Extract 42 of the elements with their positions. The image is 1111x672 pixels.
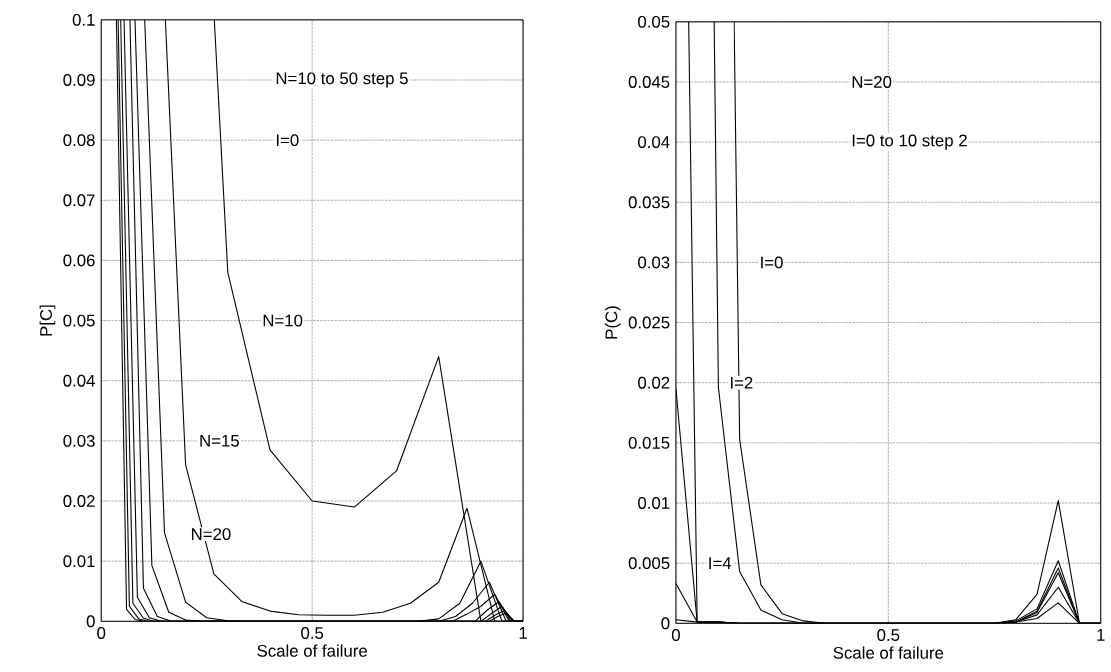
y-axis-title: P(C) bbox=[604, 306, 621, 339]
annotation: I=0 to 10 step 2 bbox=[852, 134, 967, 150]
y-axis-title: P[C] bbox=[39, 305, 56, 336]
y-tick-label: 0.045 bbox=[628, 76, 670, 88]
annotation: I=0 bbox=[276, 134, 299, 147]
annotation: I=4 bbox=[709, 557, 732, 569]
x-tick-label: 0 bbox=[97, 627, 106, 640]
annotation: N=15 bbox=[200, 435, 239, 447]
y-tick-label: 0.06 bbox=[63, 254, 95, 267]
y-tick-label: 0.1 bbox=[72, 13, 95, 26]
x-tick-label: 0 bbox=[671, 629, 680, 642]
x-tick-label: 1 bbox=[1097, 629, 1105, 641]
y-tick-label: 0.01 bbox=[638, 497, 670, 509]
y-tick-label: 0.07 bbox=[63, 194, 95, 207]
y-tick-label: 0.01 bbox=[63, 555, 95, 568]
annotation: I=2 bbox=[730, 376, 753, 389]
annotation: N=20 bbox=[191, 528, 231, 541]
y-tick-label: 0.03 bbox=[638, 256, 670, 269]
y-tick-label: 0.02 bbox=[63, 495, 95, 508]
x-tick-label: 0.5 bbox=[877, 629, 900, 642]
y-tick-label: 0.04 bbox=[638, 136, 670, 149]
x-axis-title: Scale of failure bbox=[833, 646, 944, 659]
x-tick-label: 1 bbox=[519, 627, 527, 639]
y-tick-label: 0.035 bbox=[628, 196, 670, 209]
y-tick-label: 0 bbox=[86, 615, 95, 628]
y-tick-label: 0.015 bbox=[628, 436, 670, 449]
y-tick-label: 0.09 bbox=[63, 74, 95, 86]
y-tick-label: 0.05 bbox=[638, 15, 670, 28]
y-tick-label: 0.025 bbox=[628, 316, 670, 329]
y-tick-label: 0 bbox=[661, 617, 670, 630]
y-tick-label: 0.005 bbox=[628, 557, 670, 570]
annotation: N=10 bbox=[263, 314, 303, 327]
annotation: I=0 bbox=[761, 256, 783, 269]
y-tick-label: 0.04 bbox=[63, 374, 95, 387]
y-tick-label: 0.02 bbox=[638, 376, 670, 389]
y-tick-label: 0.08 bbox=[63, 134, 95, 147]
x-tick-label: 0.5 bbox=[301, 627, 324, 640]
y-tick-label: 0.05 bbox=[63, 314, 95, 327]
y-tick-label: 0.03 bbox=[63, 434, 95, 447]
x-axis-title: Scale of failure bbox=[257, 644, 367, 657]
annotation: N=20 bbox=[852, 76, 892, 88]
annotation: N=10 to 50 step 5 bbox=[276, 72, 408, 88]
